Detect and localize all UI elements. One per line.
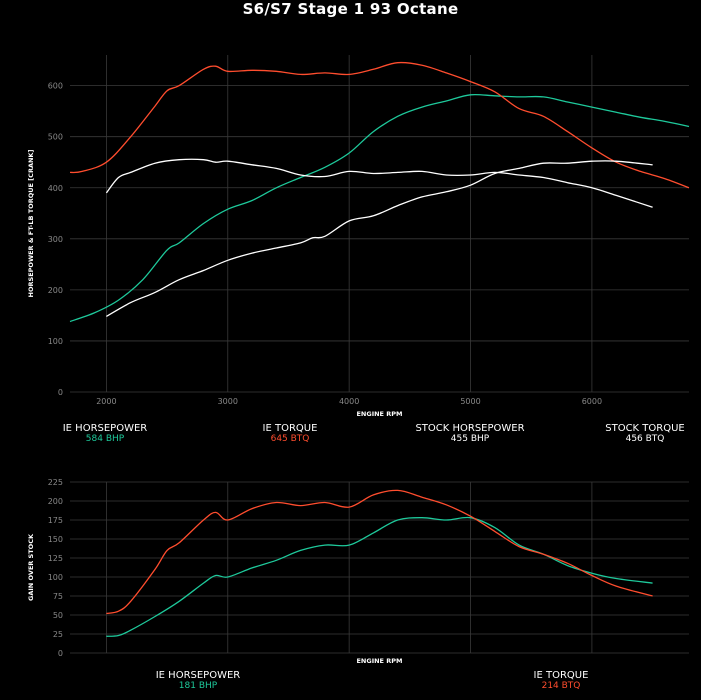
legend-value: 584 BHP <box>85 434 125 444</box>
gain-ytick-label: 125 <box>48 554 63 563</box>
main-y-axis-label: HORSEPOWER & FT-LB TORQUE [CRANK] <box>27 150 35 298</box>
legend-label: STOCK HORSEPOWER <box>415 423 525 434</box>
main-xtick-label: 3000 <box>218 397 238 406</box>
chart-title: S6/S7 Stage 1 93 Octane <box>242 0 459 18</box>
main-x-axis-label: ENGINE RPM <box>356 410 402 418</box>
gain-ytick-label: 200 <box>48 497 63 506</box>
gain-x-axis-label: ENGINE RPM <box>356 657 402 665</box>
gain-series-ie-torque <box>106 489 653 615</box>
legend-stock-horsepower: STOCK HORSEPOWER 455 BHP <box>410 423 530 444</box>
legend-ie-torque: IE TORQUE 645 BTQ <box>240 423 340 444</box>
gain-ytick-label: 25 <box>53 630 63 639</box>
legend-ie-torque-gain: IE TORQUE 214 BTQ <box>511 670 611 691</box>
legend-value: 645 BTQ <box>270 434 310 444</box>
main-series-stock-horsepower <box>106 160 653 317</box>
main-ytick-label: 500 <box>48 133 63 142</box>
legend-label: IE TORQUE <box>262 423 318 434</box>
legend-label: IE HORSEPOWER <box>62 423 148 434</box>
main-ytick-label: 200 <box>48 286 63 295</box>
main-xtick-label: 6000 <box>582 397 602 406</box>
gain-ytick-label: 50 <box>53 611 63 620</box>
main-series-stock-torque <box>105 158 653 208</box>
legend-value: 455 BHP <box>450 434 490 444</box>
main-ytick-label: 600 <box>48 82 63 91</box>
gain-ytick-label: 150 <box>48 535 63 544</box>
main-series-ie-horsepower <box>69 93 690 323</box>
gain-ytick-label: 175 <box>48 516 63 525</box>
main-xtick-label: 4000 <box>339 397 359 406</box>
gain-y-axis-label: GAIN OVER STOCK <box>27 533 35 601</box>
legend-value: 181 BHP <box>178 681 218 691</box>
main-xtick-label: 5000 <box>460 397 480 406</box>
gain-ytick-label: 0 <box>58 649 63 658</box>
main-ytick-label: 100 <box>48 337 63 346</box>
legend-label: IE HORSEPOWER <box>155 670 241 681</box>
main-ytick-label: 400 <box>48 184 63 193</box>
gain-ytick-label: 75 <box>53 592 63 601</box>
main-xtick-label: 2000 <box>96 397 116 406</box>
legend-value: 214 BTQ <box>541 681 581 691</box>
main-series-ie-torque <box>69 61 690 189</box>
legend-stock-torque: STOCK TORQUE 456 BTQ <box>595 423 695 444</box>
legend-ie-horsepower-gain: IE HORSEPOWER 181 BHP <box>148 670 248 691</box>
legend-ie-horsepower: IE HORSEPOWER 584 BHP <box>55 423 155 444</box>
main-ytick-label: 300 <box>48 235 63 244</box>
legend-value: 456 BTQ <box>625 434 665 444</box>
gain-ytick-label: 225 <box>48 478 63 487</box>
gain-ytick-label: 100 <box>48 573 63 582</box>
main-ytick-label: 0 <box>58 388 63 397</box>
legend-label: STOCK TORQUE <box>605 423 685 434</box>
legend-label: IE TORQUE <box>533 670 589 681</box>
